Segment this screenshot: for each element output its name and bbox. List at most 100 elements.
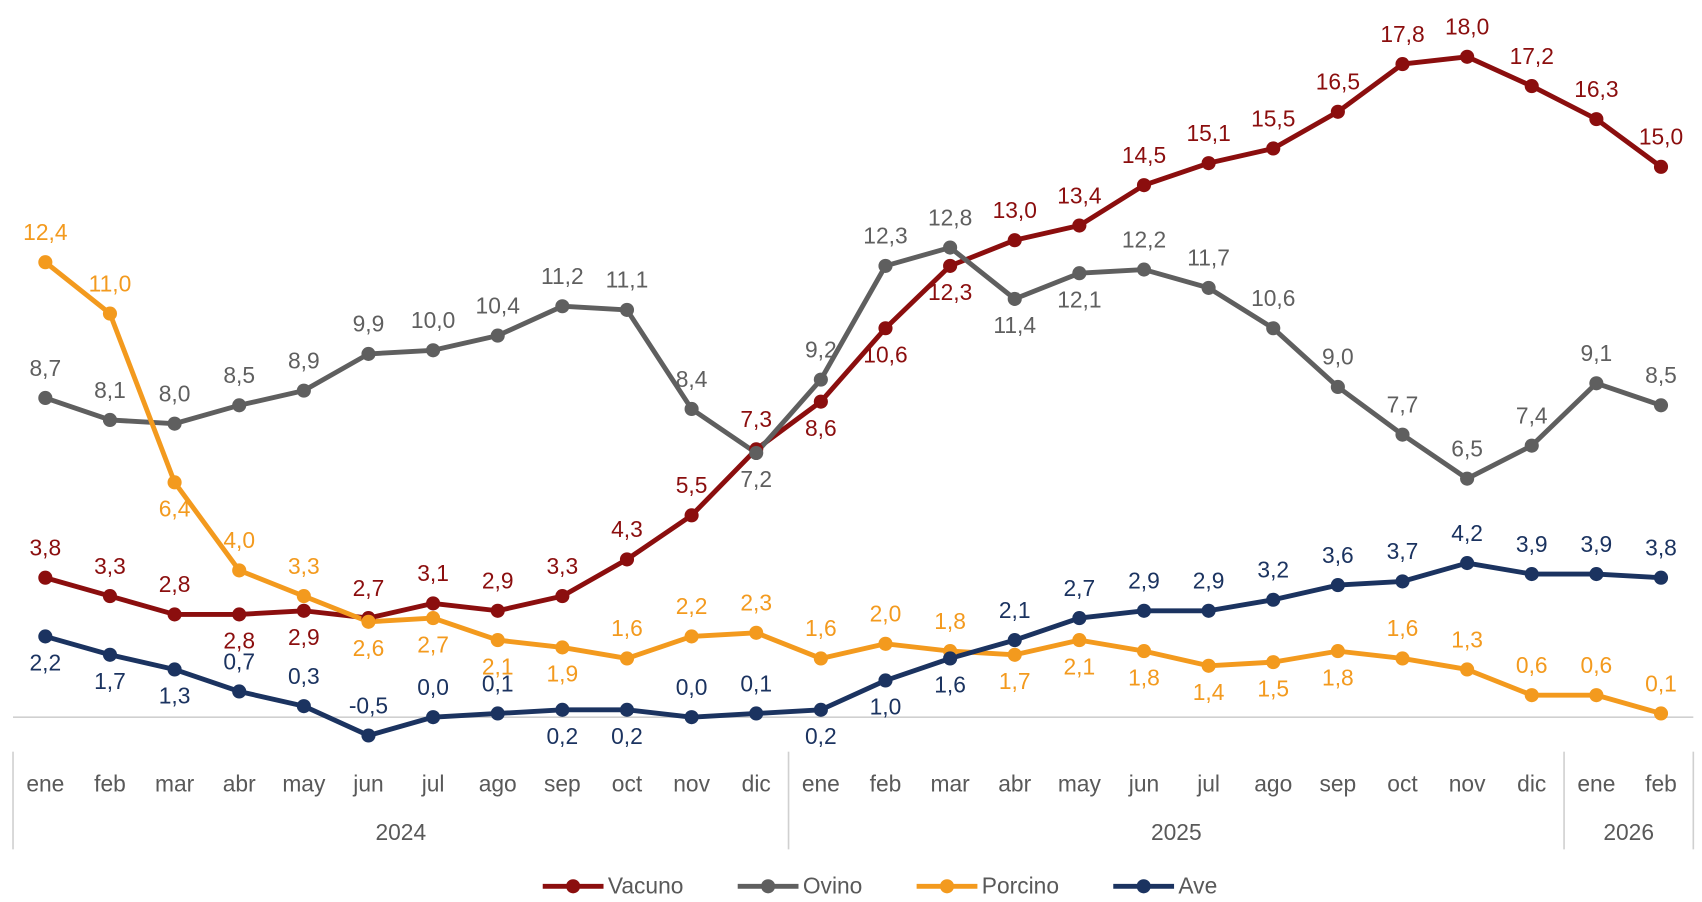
data-label: 2,7	[353, 575, 385, 601]
data-label: 11,4	[993, 312, 1036, 338]
data-label: 3,2	[1257, 557, 1289, 583]
point	[296, 589, 311, 604]
point	[1589, 688, 1604, 703]
x-tick-label: oct	[612, 770, 643, 796]
data-label: 11,2	[541, 263, 584, 289]
data-label: 0,3	[288, 663, 320, 689]
point	[361, 728, 376, 743]
x-tick-label: ago	[1254, 770, 1292, 796]
data-label: 2,9	[1128, 568, 1160, 594]
data-label: 10,6	[863, 341, 907, 367]
point	[1266, 141, 1281, 156]
data-label: 1,4	[1193, 679, 1225, 705]
data-label: 16,3	[1574, 76, 1618, 102]
point	[1460, 662, 1475, 677]
data-label: 0,2	[805, 723, 837, 749]
point	[167, 662, 182, 677]
series-line	[44, 54, 1663, 621]
data-label: 8,5	[223, 362, 255, 388]
data-label: 8,6	[805, 415, 837, 441]
legend-marker	[939, 879, 955, 894]
point	[38, 390, 53, 406]
data-label: 8,1	[94, 377, 126, 403]
point	[1072, 266, 1087, 281]
data-label: 3,8	[30, 535, 62, 561]
point	[619, 702, 635, 717]
data-label: 9,2	[805, 336, 837, 362]
x-tick-label: dic	[1517, 770, 1546, 796]
point	[296, 383, 311, 398]
data-label: 9,0	[1322, 344, 1354, 370]
data-label: 1,6	[611, 615, 643, 641]
point	[1330, 104, 1345, 119]
data-label: 1,5	[1257, 675, 1289, 701]
data-label: 3,8	[1645, 535, 1677, 561]
group-label: 2024	[375, 819, 426, 845]
legend-label: Ovino	[803, 872, 863, 898]
point	[943, 651, 958, 666]
data-label: 9,9	[353, 311, 385, 337]
legend-label: Porcino	[982, 872, 1059, 898]
point	[684, 710, 699, 725]
x-tick-label: ago	[479, 770, 517, 796]
data-label: 6,4	[159, 496, 191, 522]
data-label: 8,9	[288, 347, 320, 373]
legend-label: Vacuno	[608, 872, 684, 898]
x-tick-label: dic	[742, 770, 771, 796]
data-label: 1,0	[870, 694, 902, 720]
point	[232, 607, 247, 622]
point	[684, 508, 699, 523]
data-label: 8,7	[30, 355, 62, 381]
data-label: 0,6	[1581, 652, 1613, 678]
point	[813, 651, 828, 666]
data-label: 12,3	[928, 279, 972, 305]
point	[1266, 592, 1281, 607]
point	[684, 401, 699, 417]
point	[1653, 398, 1669, 413]
x-tick-label: abr	[998, 770, 1031, 796]
point	[38, 629, 53, 644]
point	[943, 258, 958, 273]
point	[555, 299, 570, 314]
legend: Vacuno Ovino Porcino Ave	[542, 872, 1217, 898]
data-label: 0,6	[1516, 652, 1548, 678]
point	[813, 394, 828, 409]
point	[813, 702, 828, 717]
point	[102, 589, 118, 604]
data-label: 0,0	[676, 674, 708, 700]
point	[38, 255, 53, 270]
data-label: 11,7	[1187, 245, 1230, 271]
x-tick-label: may	[282, 770, 326, 796]
point	[1007, 291, 1022, 306]
series-line	[43, 260, 1662, 716]
data-label: 7,4	[1516, 402, 1548, 428]
point	[619, 552, 635, 567]
x-tick-label: sep	[1320, 770, 1357, 796]
data-label: 2,1	[999, 597, 1031, 623]
data-label: 1,6	[805, 615, 837, 641]
point	[102, 647, 118, 662]
data-label: 5,5	[676, 472, 708, 498]
data-label: 7,7	[1387, 391, 1419, 417]
x-tick-label: nov	[673, 770, 710, 796]
data-label: 8,5	[1645, 362, 1677, 388]
data-label: -0,5	[349, 692, 388, 718]
data-label: 12,8	[928, 204, 972, 230]
data-label: 3,9	[1581, 531, 1613, 557]
legend-label: Ave	[1178, 872, 1217, 898]
point	[1201, 603, 1216, 618]
data-label: 1,6	[934, 672, 966, 698]
point	[684, 629, 699, 644]
point	[1589, 567, 1604, 582]
x-tick-label: jul	[1196, 770, 1220, 796]
group-label: 2026	[1603, 819, 1654, 845]
data-label: 11,0	[89, 270, 132, 296]
data-label: 4,0	[223, 527, 255, 553]
point	[1460, 49, 1475, 64]
data-label: 7,3	[740, 406, 772, 432]
point	[1266, 655, 1281, 670]
point	[555, 702, 570, 717]
x-tick-label: feb	[94, 770, 126, 796]
point	[361, 614, 376, 629]
